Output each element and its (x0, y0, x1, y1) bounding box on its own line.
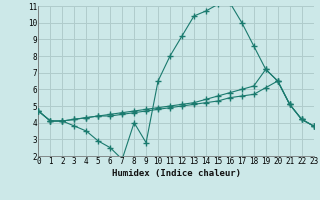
X-axis label: Humidex (Indice chaleur): Humidex (Indice chaleur) (111, 169, 241, 178)
